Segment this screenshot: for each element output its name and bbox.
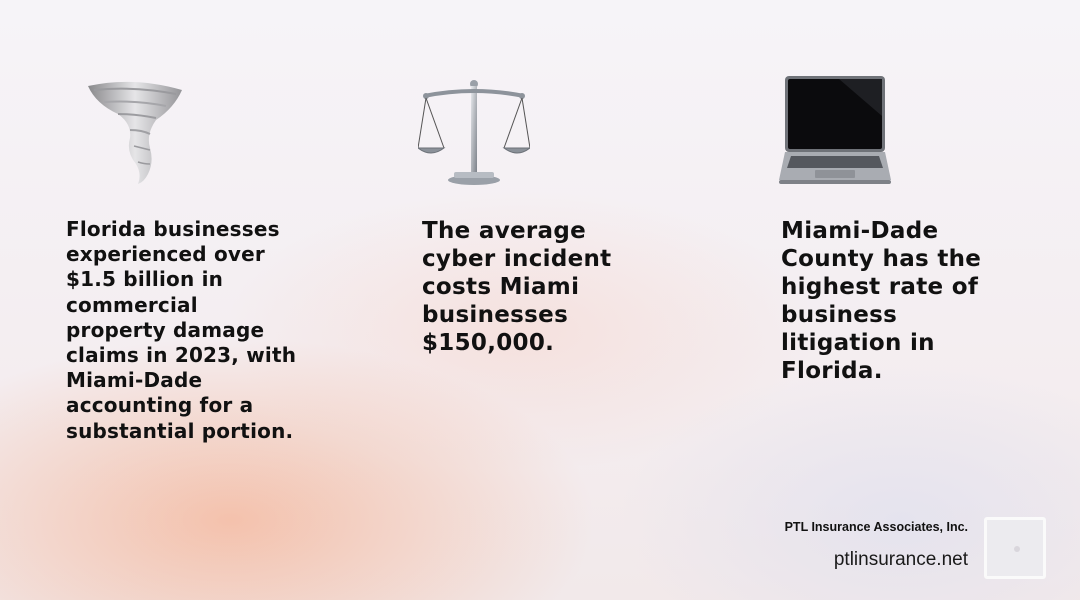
company-name: PTL Insurance Associates, Inc. <box>784 520 968 534</box>
website-link[interactable]: ptlinsurance.net <box>833 549 968 570</box>
stat-text-property-damage: Florida businesses experienced over $1.5… <box>66 217 297 443</box>
company-logo-icon <box>984 517 1046 579</box>
stat-text-litigation: Miami-Dade County has the highest rate o… <box>781 218 982 384</box>
stat-text-cyber-incident: The average cyber incident costs Miami b… <box>422 218 612 356</box>
laptop-icon <box>779 76 891 184</box>
tornado-icon <box>88 81 182 184</box>
logo-mark <box>1014 546 1020 552</box>
balance-scale-icon <box>418 80 530 185</box>
